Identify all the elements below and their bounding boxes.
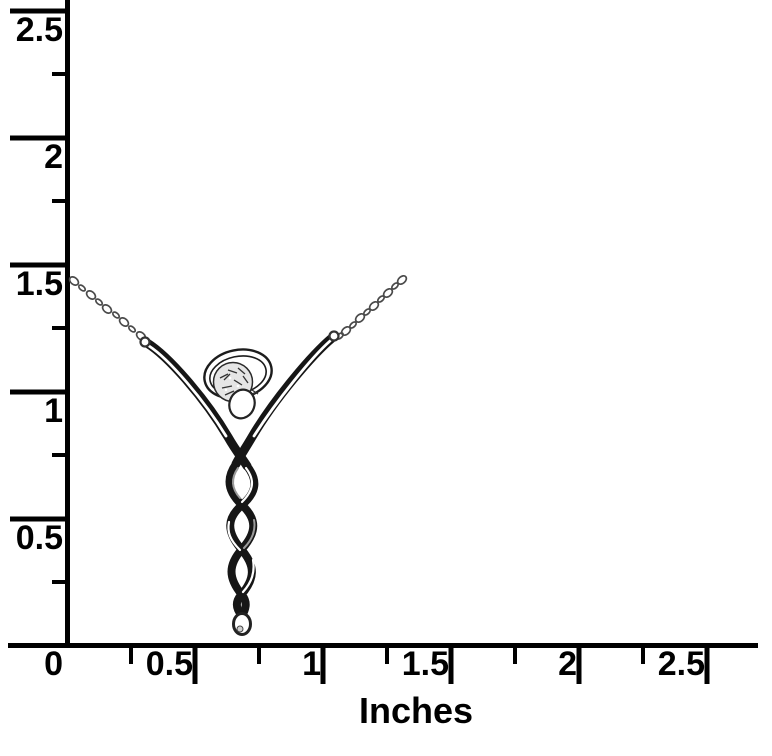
x-tick-label: 0.5 (146, 645, 193, 683)
x-tick-label: 1 (302, 645, 321, 683)
chain-link (340, 325, 352, 337)
chain-link (127, 325, 137, 333)
leg-shading (232, 467, 241, 499)
right-arm-tip-loop (328, 330, 340, 342)
y-tick-label: 2 (44, 138, 63, 176)
chain-link (354, 312, 366, 324)
leg-highlight (227, 520, 242, 552)
right-arm-highlight (252, 339, 332, 438)
leg-strand (225, 460, 258, 621)
horizontal-ruler-labels: 0 0.5 1 1.5 2 2.5 (44, 645, 705, 683)
pendant-foot-loop (232, 612, 252, 636)
x-tick-label: 2.5 (658, 645, 705, 683)
chain-link (77, 284, 87, 292)
chain-link (390, 282, 400, 290)
x-tick-label: 1.5 (402, 645, 449, 683)
right-chain (335, 274, 408, 340)
necklace-illustration (68, 274, 408, 636)
x-tick-label: 2 (558, 645, 577, 683)
chain-link (118, 317, 130, 327)
leg-shading (243, 519, 256, 549)
head-bead-glint (228, 376, 232, 380)
head-bead-glint (236, 384, 240, 388)
chain-link (101, 304, 113, 314)
pendant-arms (142, 333, 337, 471)
foot-bead (236, 625, 244, 633)
y-tick-label: 2.5 (16, 11, 63, 49)
pendant-legs (225, 460, 259, 621)
left-arm-highlight (147, 344, 228, 438)
chain-link (111, 311, 121, 319)
vertical-ruler (10, 0, 70, 648)
leg-highlight (240, 466, 253, 504)
chain-link (68, 276, 80, 286)
y-tick-label: 0.5 (16, 519, 63, 557)
head-bead-glint (224, 388, 228, 392)
x-tick-label: 0 (44, 645, 63, 683)
chin-loop (228, 388, 256, 420)
chain-link (94, 298, 104, 306)
unit-label: Inches (359, 690, 473, 731)
y-tick-label: 1 (44, 392, 63, 430)
left-arm-tip-loop (139, 336, 151, 348)
left-chain (68, 276, 147, 341)
horizontal-ruler (8, 643, 758, 684)
chain-link (85, 290, 97, 300)
vertical-ruler-labels: 2.5 2 1.5 1 0.5 (16, 11, 63, 557)
chain-link (376, 295, 386, 303)
leg-highlight (241, 558, 255, 594)
y-tick-label: 1.5 (16, 265, 63, 303)
